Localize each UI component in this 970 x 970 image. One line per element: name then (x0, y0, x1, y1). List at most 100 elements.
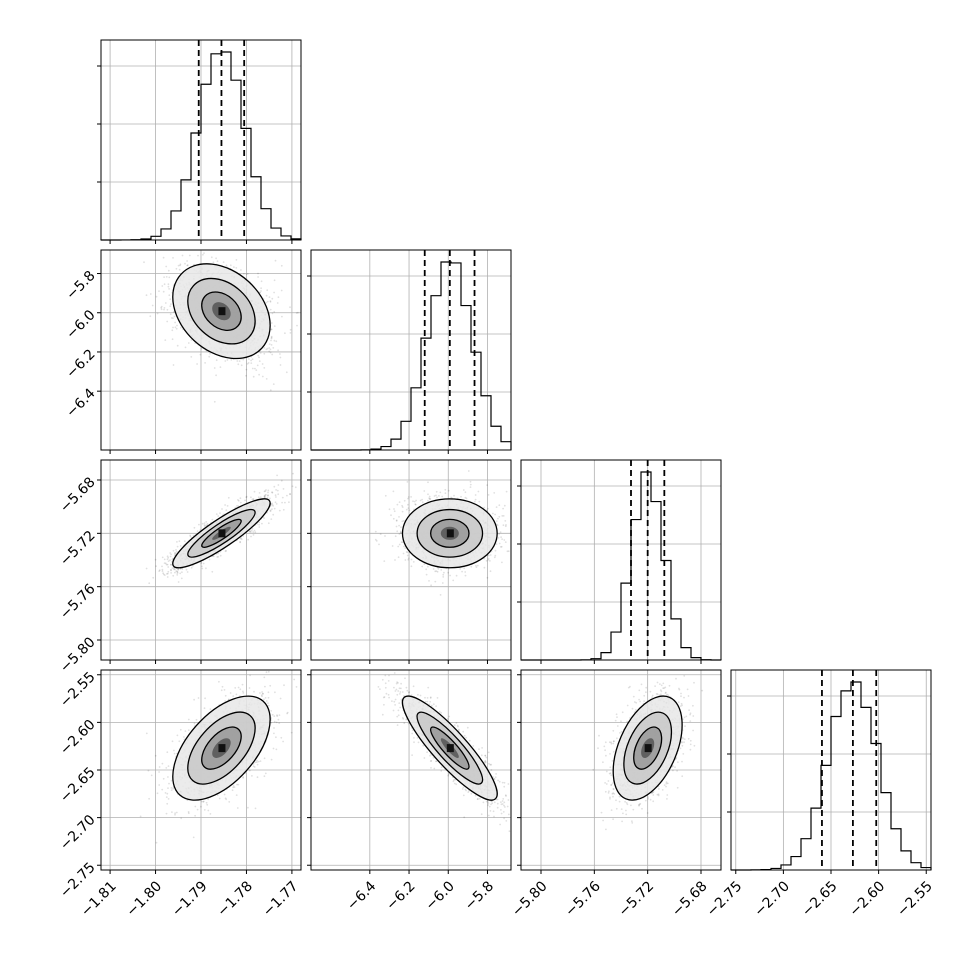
sample-point (235, 259, 238, 261)
sample-point (292, 472, 294, 475)
sample-point (181, 568, 184, 570)
sample-point (230, 358, 233, 361)
sample-point (398, 516, 400, 518)
sample-point (181, 571, 183, 574)
sample-point (487, 557, 490, 560)
sample-point (397, 556, 400, 559)
sample-point (250, 529, 253, 532)
sample-point (504, 541, 507, 543)
sample-point (185, 568, 188, 571)
sample-point (406, 481, 409, 483)
sample-point (271, 508, 273, 511)
sample-point (170, 553, 173, 556)
sample-point (397, 545, 400, 548)
sample-point (265, 348, 268, 351)
sample-point (393, 508, 395, 510)
sample-point (400, 541, 403, 543)
sample-point (270, 337, 273, 340)
sample-point (280, 264, 283, 267)
sample-point (449, 574, 451, 577)
sample-point (148, 582, 151, 585)
sample-point (498, 542, 501, 545)
sample-point (270, 518, 273, 520)
sample-point (158, 290, 160, 292)
sample-point (393, 510, 396, 513)
sample-point (166, 555, 169, 558)
sample-point (260, 280, 263, 283)
sample-point (289, 328, 292, 331)
sample-point (204, 525, 206, 528)
sample-point (279, 364, 282, 366)
sample-point (253, 490, 256, 493)
axes-frame (520, 459, 722, 661)
sample-point (258, 523, 260, 526)
sample-point (403, 499, 406, 502)
sample-point (190, 356, 193, 358)
sample-point (474, 494, 477, 496)
sample-point (267, 522, 270, 525)
sample-point (179, 572, 182, 575)
sample-point (275, 503, 278, 505)
sample-point (178, 268, 181, 271)
sample-point (430, 584, 432, 587)
sample-point (266, 347, 269, 350)
sample-point (263, 352, 266, 355)
sample-point (215, 374, 218, 377)
sample-point (177, 581, 180, 583)
sample-point (271, 312, 274, 315)
sample-point (483, 566, 486, 569)
sample-point (161, 285, 164, 287)
sample-point (145, 294, 148, 297)
sample-point (257, 276, 259, 278)
sample-point (244, 499, 247, 502)
sample-point (151, 304, 154, 307)
sample-point (407, 507, 410, 509)
sample-point (239, 541, 242, 543)
sample-point (229, 264, 232, 267)
sample-point (240, 269, 242, 271)
sample-point (239, 537, 242, 540)
sample-point (285, 371, 288, 374)
y-tick-label: −6.0 (63, 307, 98, 342)
sample-point (246, 363, 249, 365)
sample-point (172, 257, 174, 259)
sample-point (164, 302, 167, 304)
sample-point (161, 568, 164, 571)
sample-point (240, 364, 243, 367)
sample-point (267, 491, 269, 494)
sample-point (254, 367, 256, 370)
sample-point (252, 375, 255, 378)
sample-point (143, 261, 145, 264)
sample-point (188, 254, 191, 257)
sample-point (254, 531, 257, 534)
sample-point (412, 500, 414, 503)
sample-point (294, 486, 297, 489)
sample-point (286, 494, 288, 497)
sample-point (394, 559, 396, 561)
sample-point (268, 296, 271, 298)
sample-point (447, 571, 450, 574)
sample-point (263, 490, 266, 493)
sample-point (502, 507, 504, 510)
sample-point (272, 383, 275, 385)
sample-point (160, 306, 163, 309)
sample-point (498, 504, 501, 507)
sample-point (175, 327, 178, 330)
sample-point (250, 359, 253, 362)
sample-point (428, 580, 430, 582)
sample-point (469, 483, 472, 486)
sample-point (269, 301, 272, 303)
sample-point (425, 573, 428, 576)
sample-point (169, 313, 172, 316)
y-tick-label: −6.2 (63, 346, 98, 381)
sample-point (272, 347, 275, 349)
sample-point (271, 353, 274, 356)
sample-point (398, 501, 401, 503)
sample-point (217, 555, 220, 558)
sample-point (388, 508, 391, 511)
sample-point (167, 566, 170, 568)
sample-point (461, 570, 463, 573)
sample-point (242, 358, 245, 361)
sample-point (277, 296, 280, 299)
sample-point (175, 267, 178, 270)
